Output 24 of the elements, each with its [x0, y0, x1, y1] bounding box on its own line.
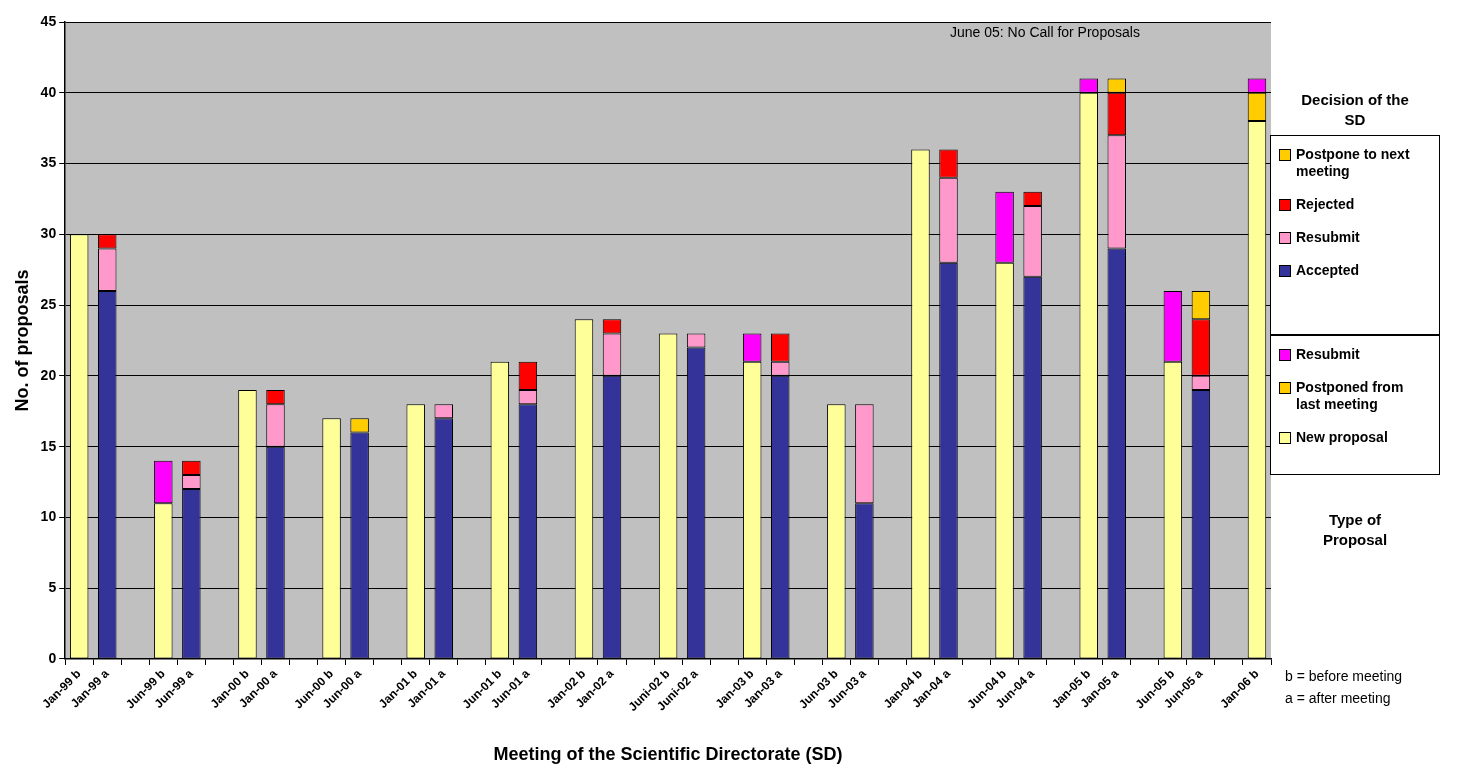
- legend-title: Decision of the SD: [1300, 90, 1410, 130]
- y-tick-label: 45: [40, 12, 57, 29]
- x-axis-title: Meeting of the Scientific Directorate (SD): [493, 744, 843, 765]
- legend-label: New proposal: [1296, 429, 1389, 446]
- legend-label: Rejected: [1296, 196, 1356, 213]
- legend-label: Resubmit: [1296, 229, 1361, 246]
- y-tick-label: 20: [40, 366, 57, 383]
- y-axis-title: No. of proposals: [11, 269, 32, 412]
- y-tick-label: 15: [40, 437, 57, 454]
- y-tick-label: 30: [40, 225, 57, 242]
- y-tick-label: 10: [40, 508, 57, 525]
- legend-label: Postpone to next meeting: [1296, 146, 1411, 180]
- text: a = after meeting: [1285, 690, 1391, 706]
- y-tick-label: 25: [40, 295, 57, 312]
- legend-label: Postponed from last meeting: [1296, 379, 1405, 413]
- y-tick-label: 40: [40, 83, 57, 100]
- legend-label: Accepted: [1296, 262, 1361, 279]
- text: Type of Proposal: [1321, 510, 1389, 550]
- y-tick-label: 5: [48, 579, 57, 596]
- text: b = before meeting: [1285, 668, 1403, 684]
- legend-label: Resubmit: [1296, 346, 1361, 363]
- y-tick-label: 35: [40, 154, 57, 171]
- y-tick-label: 0: [48, 649, 57, 666]
- annotation: June 05: No Call for Proposals: [950, 24, 1140, 40]
